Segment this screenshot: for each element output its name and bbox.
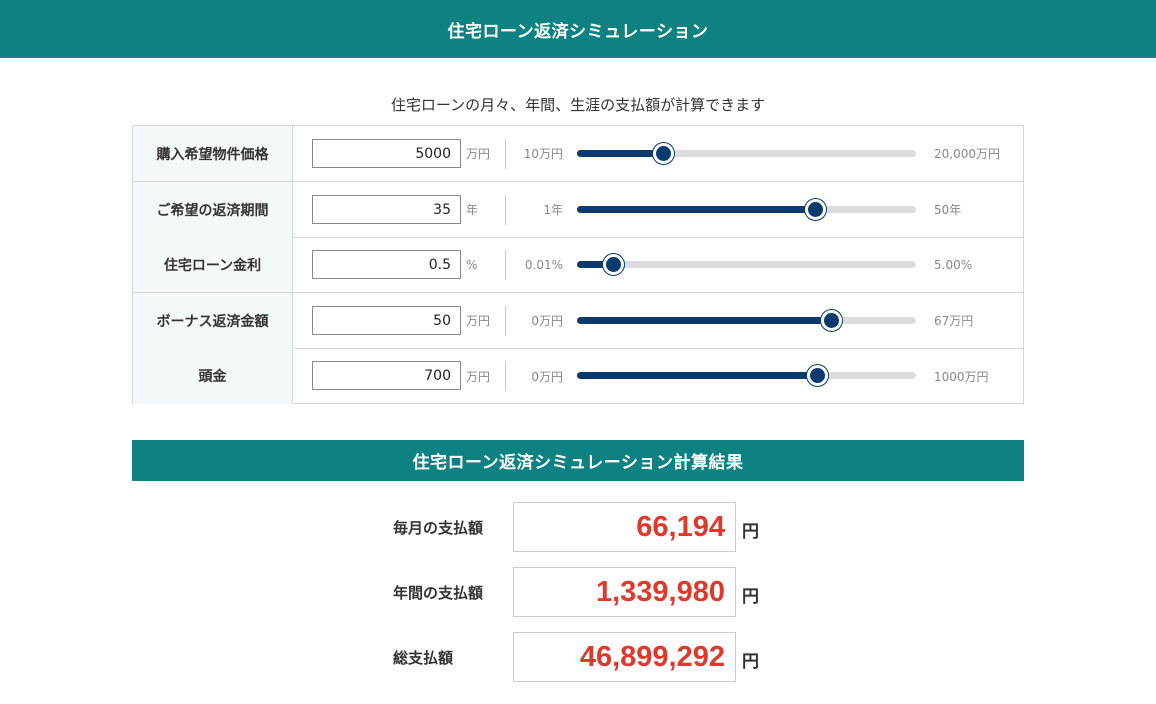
row-label: 頭金 [133,348,293,404]
bonus-repayment-slider[interactable] [577,309,916,332]
property-price-input[interactable] [312,139,461,168]
page-subtitle: 住宅ローンの月々、年間、生涯の支払額が計算できます [390,96,766,114]
property-price-slider[interactable] [577,142,916,165]
result-unit: 円 [742,521,759,542]
row-label: 購入希望物件価格 [133,126,293,181]
unit-label: 年 [466,203,479,217]
interest-rate-input[interactable] [312,250,461,279]
slider-min-label: 1年 [543,203,563,217]
page-title: 住宅ローン返済シミュレーション [447,21,709,42]
result-unit: 円 [742,651,759,672]
unit-label: 万円 [466,147,491,161]
row-label: 住宅ローン金利 [133,237,293,292]
slider-thumb[interactable] [651,142,675,165]
input-form-table: 購入希望物件価格 万円 10万円 20,000万円 ご希望の返済期間 年 1年 … [132,125,1024,404]
slider-thumb[interactable] [804,198,828,221]
unit-label: 万円 [466,314,491,328]
slider-min-label: 0万円 [531,369,563,384]
result-unit: 円 [742,586,759,607]
slider-min-label: 0万円 [531,314,563,328]
result-label: 年間の支払額 [393,583,484,602]
result-label: 総支払額 [393,648,454,667]
slider-min-label: 10万円 [523,147,563,161]
down-payment-input[interactable] [312,361,461,390]
slider-thumb[interactable] [819,309,843,332]
input-row-interest-rate: 住宅ローン金利 % 0.01% 5.00% [133,237,1023,293]
repayment-period-input[interactable] [312,195,461,224]
slider-max-label: 67万円 [934,314,974,328]
slider-fill [577,150,664,157]
monthly-payment-value: 66,194 [513,502,736,552]
repayment-period-slider[interactable] [577,198,916,221]
divider [505,139,506,169]
divider [505,195,506,225]
page-header: 住宅ローン返済シミュレーション [0,0,1156,58]
input-row-bonus-repayment: ボーナス返済金額 万円 0万円 67万円 [133,293,1023,349]
unit-label: 万円 [466,369,491,384]
down-payment-slider[interactable] [577,364,916,387]
results-header: 住宅ローン返済シミュレーション計算結果 [132,440,1024,481]
unit-label: % [466,257,478,272]
slider-fill [577,317,832,324]
divider [505,250,506,280]
slider-fill [577,372,818,379]
row-label: ボーナス返済金額 [133,293,293,348]
result-row-annual: 年間の支払額 1,339,980 円 [0,567,1156,617]
result-label: 毎月の支払額 [393,518,484,537]
slider-fill [577,206,816,213]
result-row-total: 総支払額 46,899,292 円 [0,632,1156,682]
result-row-monthly: 毎月の支払額 66,194 円 [0,502,1156,552]
divider [505,306,506,336]
interest-rate-slider[interactable] [577,253,916,276]
slider-fill [577,261,614,268]
row-label: ご希望の返済期間 [133,182,293,237]
divider [505,361,506,391]
annual-payment-value: 1,339,980 [513,567,736,617]
input-row-repayment-period: ご希望の返済期間 年 1年 50年 [133,182,1023,238]
input-row-property-price: 購入希望物件価格 万円 10万円 20,000万円 [133,126,1023,182]
slider-max-label: 50年 [934,203,962,217]
slider-min-label: 0.01% [524,257,563,272]
input-row-down-payment: 頭金 万円 0万円 1000万円 [133,348,1023,404]
results-title: 住宅ローン返済シミュレーション計算結果 [412,453,744,473]
total-payment-value: 46,899,292 [513,632,736,682]
slider-max-label: 20,000万円 [934,147,1000,161]
slider-max-label: 1000万円 [934,369,989,384]
slider-thumb[interactable] [806,364,830,387]
slider-max-label: 5.00% [934,257,973,272]
bonus-repayment-input[interactable] [312,306,461,335]
slider-thumb[interactable] [602,253,626,276]
